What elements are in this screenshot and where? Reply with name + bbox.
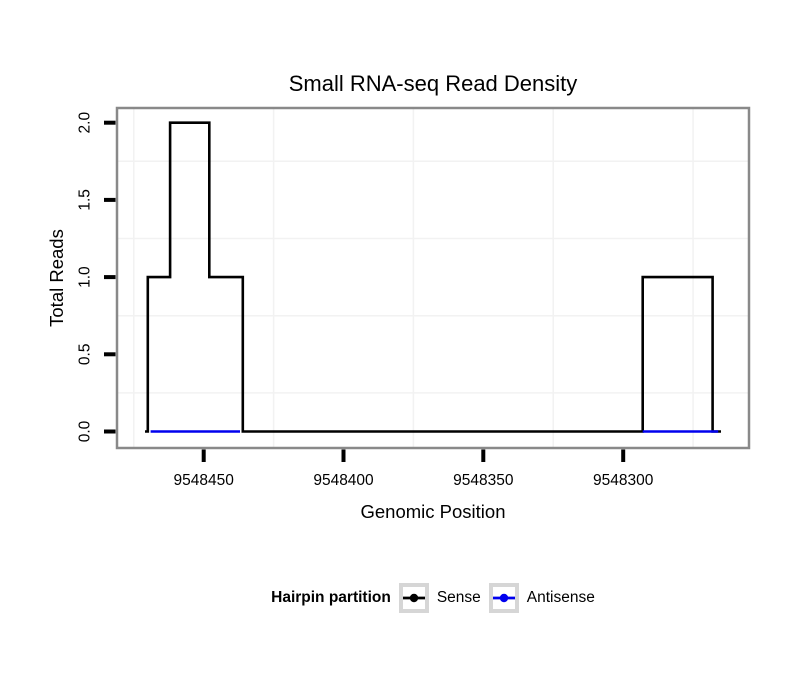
chart-title: Small RNA-seq Read Density xyxy=(288,71,578,96)
legend-key-sense xyxy=(398,583,429,613)
x-axis-title: Genomic Position xyxy=(360,501,506,522)
antisense-key-glyph-icon xyxy=(492,593,515,603)
x-tick-label: 9548350 xyxy=(453,472,514,489)
y-tick-label: 2.0 xyxy=(77,112,94,134)
y-tick-label: 0.5 xyxy=(77,344,94,366)
y-tick-label: 0.0 xyxy=(77,420,94,442)
x-tick-label: 9548400 xyxy=(313,472,374,489)
legend-label-antisense: Antisense xyxy=(526,589,595,606)
legend-item-antisense: Antisense xyxy=(488,583,595,613)
x-tick-label: 9548450 xyxy=(174,472,235,489)
sense-key-glyph-icon xyxy=(402,593,425,603)
legend-item-sense: Sense xyxy=(398,583,481,613)
x-tick-label: 9548300 xyxy=(593,472,654,489)
legend-label-sense: Sense xyxy=(436,589,481,606)
y-axis-title: Total Reads xyxy=(46,229,67,327)
panel-border xyxy=(115,106,751,450)
legend: Hairpin partition Sense Antisense xyxy=(117,581,749,615)
series-sense-line xyxy=(145,121,721,433)
legend-title: Hairpin partition xyxy=(271,589,391,606)
legend-key-antisense xyxy=(488,583,519,613)
y-tick-label: 1.0 xyxy=(77,266,94,288)
y-tick-label: 1.5 xyxy=(77,189,94,211)
